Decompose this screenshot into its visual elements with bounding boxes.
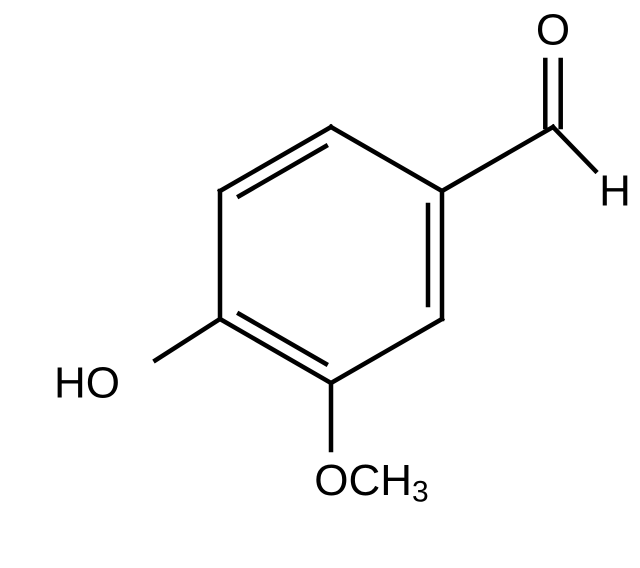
svg-text:OCH3: OCH3 bbox=[314, 456, 428, 508]
molecule-diagram: O H OCH3 HO bbox=[0, 0, 640, 568]
svg-text:O: O bbox=[536, 6, 570, 55]
svg-text:HO: HO bbox=[54, 359, 120, 408]
svg-text:H: H bbox=[599, 167, 631, 216]
